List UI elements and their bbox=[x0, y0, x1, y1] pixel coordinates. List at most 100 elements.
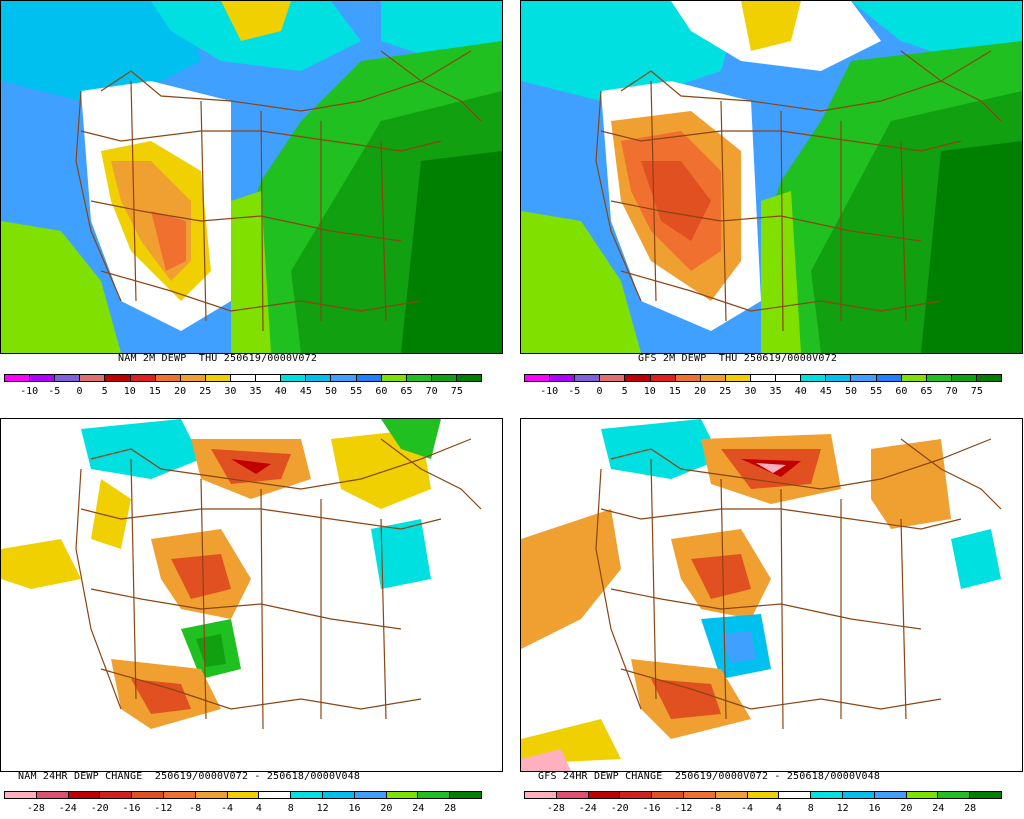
colorbar-tick-label: -8 bbox=[189, 803, 202, 814]
colorbar-tick-label: -8 bbox=[709, 803, 722, 814]
colorbar-tick-label: 20 bbox=[694, 386, 707, 397]
colorbar-cell bbox=[227, 792, 260, 798]
colorbar-cell bbox=[525, 375, 551, 381]
colorbar-cell bbox=[906, 792, 939, 798]
colorbar-cell bbox=[36, 792, 69, 798]
map-graphic bbox=[1, 419, 502, 771]
colorbar-nam-24hr-change bbox=[4, 791, 482, 799]
colorbar-tick-label: -5 bbox=[48, 386, 61, 397]
colorbar-tick-label: -5 bbox=[568, 386, 581, 397]
colorbar-cell bbox=[5, 792, 37, 798]
colorbar-cell bbox=[600, 375, 626, 381]
colorbar-cell bbox=[281, 375, 307, 381]
colorbar-tick-label: -10 bbox=[540, 386, 559, 397]
colorbar-tick-label: 8 bbox=[807, 803, 814, 814]
colorbar-cell bbox=[725, 375, 751, 381]
colorbar-gfs-2m-dewp bbox=[524, 374, 1002, 382]
colorbar-nam-2m-dewp bbox=[4, 374, 482, 382]
colorbar-tick-label: -10 bbox=[20, 386, 39, 397]
caption-nam-24hr-change: NAM 24HR DEWP CHANGE 250619/0000V072 - 2… bbox=[18, 771, 361, 782]
colorbar-tick-label: -12 bbox=[674, 803, 693, 814]
colorbar-tick-label: 35 bbox=[249, 386, 262, 397]
colorbar-cell bbox=[525, 792, 557, 798]
colorbar-cell bbox=[418, 792, 451, 798]
map-graphic bbox=[521, 1, 1022, 353]
colorbar-tick-label: -28 bbox=[546, 803, 565, 814]
colorbar-cell bbox=[876, 375, 902, 381]
colorbar-tick-label: 25 bbox=[719, 386, 732, 397]
colorbar-cell bbox=[901, 375, 927, 381]
colorbar-cell bbox=[588, 792, 621, 798]
colorbar-tick-label: 40 bbox=[274, 386, 287, 397]
colorbar-tick-label: 75 bbox=[450, 386, 463, 397]
colorbar-tick-label: 5 bbox=[621, 386, 628, 397]
colorbar-cell bbox=[715, 792, 748, 798]
colorbar-tick-label: -16 bbox=[122, 803, 141, 814]
colorbar-tick-label: 5 bbox=[101, 386, 108, 397]
colorbar-cell bbox=[5, 375, 31, 381]
colorbar-cell bbox=[354, 792, 387, 798]
colorbar-tick-label: -28 bbox=[26, 803, 45, 814]
colorbar-cell bbox=[811, 792, 843, 798]
colorbar-tick-label: 65 bbox=[400, 386, 413, 397]
map-graphic bbox=[1, 1, 502, 353]
colorbar-cell bbox=[132, 792, 164, 798]
colorbar-cell bbox=[938, 792, 971, 798]
colorbar-tick-label: 10 bbox=[643, 386, 656, 397]
colorbar-cell bbox=[650, 375, 676, 381]
colorbar-tick-label: -24 bbox=[58, 803, 77, 814]
colorbar-cell bbox=[779, 792, 812, 798]
colorbar-tick-label: 25 bbox=[199, 386, 212, 397]
colorbar-tick-label: 0 bbox=[596, 386, 603, 397]
caption-gfs-24hr-change: GFS 24HR DEWP CHANGE 250619/0000V072 - 2… bbox=[538, 771, 881, 782]
panel-gfs-24hr-change: GFS 24HR DEWP CHANGE 250619/0000V072 - 2… bbox=[520, 418, 1023, 819]
colorbar-tick-label: -24 bbox=[578, 803, 597, 814]
colorbar-ticks-nam-24hr-change: -28 -24 -20 -16 -12 -8 -4 4 8 12 16 20 24 28 bbox=[4, 803, 482, 815]
colorbar-tick-label: 55 bbox=[350, 386, 363, 397]
colorbar-ticks-nam-2m-dewp: -10 -5 0 5 10 15 20 25 30 35 40 45 50 55 60 65 70 75 bbox=[4, 386, 482, 398]
colorbar-tick-label: -16 bbox=[642, 803, 661, 814]
colorbar-cell bbox=[926, 375, 952, 381]
colorbar-tick-label: 60 bbox=[375, 386, 388, 397]
colorbar-cell bbox=[776, 375, 802, 381]
colorbar-tick-label: 10 bbox=[123, 386, 136, 397]
colorbar-cell bbox=[55, 375, 81, 381]
colorbar-cell bbox=[550, 375, 576, 381]
colorbar-tick-label: 0 bbox=[76, 386, 83, 397]
colorbar-tick-label: 16 bbox=[348, 803, 361, 814]
map-gfs-2m-dewp bbox=[520, 0, 1023, 354]
colorbar-tick-label: 65 bbox=[920, 386, 933, 397]
colorbar-tick-label: 70 bbox=[425, 386, 438, 397]
colorbar-cell bbox=[625, 375, 651, 381]
colorbar-tick-label: 12 bbox=[836, 803, 849, 814]
colorbar-tick-label: 24 bbox=[412, 803, 425, 814]
colorbar-cell bbox=[356, 375, 382, 381]
colorbar-cell bbox=[100, 792, 133, 798]
colorbar-cell bbox=[747, 792, 780, 798]
colorbar-tick-label: 35 bbox=[769, 386, 782, 397]
colorbar-cell bbox=[683, 792, 716, 798]
colorbar-tick-label: 20 bbox=[174, 386, 187, 397]
colorbar-cell bbox=[68, 792, 101, 798]
colorbar-cell bbox=[230, 375, 257, 381]
colorbar-tick-label: 45 bbox=[819, 386, 832, 397]
colorbar-cell bbox=[130, 375, 156, 381]
colorbar-cell bbox=[105, 375, 131, 381]
colorbar-cell bbox=[195, 792, 228, 798]
colorbar-tick-label: 15 bbox=[148, 386, 161, 397]
colorbar-tick-label: 8 bbox=[287, 803, 294, 814]
map-gfs-24hr-change bbox=[520, 418, 1023, 772]
colorbar-cell bbox=[851, 375, 877, 381]
colorbar-cell bbox=[826, 375, 852, 381]
colorbar-cell bbox=[291, 792, 323, 798]
colorbar-tick-label: -4 bbox=[741, 803, 754, 814]
colorbar-tick-label: -20 bbox=[610, 803, 629, 814]
colorbar-cell bbox=[801, 375, 827, 381]
colorbar-cell bbox=[406, 375, 432, 381]
colorbar-ticks-gfs-2m-dewp: -10 -5 0 5 10 15 20 25 30 35 40 45 50 55 60 65 70 75 bbox=[524, 386, 1002, 398]
colorbar-tick-label: 50 bbox=[325, 386, 338, 397]
colorbar-cell bbox=[575, 375, 601, 381]
colorbar-cell bbox=[30, 375, 56, 381]
colorbar-cell bbox=[256, 375, 282, 381]
colorbar-cell bbox=[976, 375, 1002, 381]
